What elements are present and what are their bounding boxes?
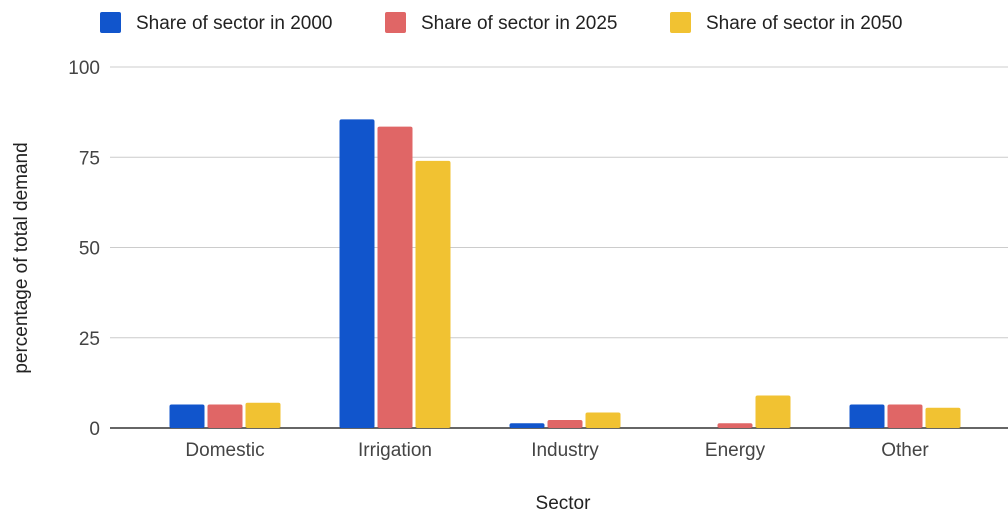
x-axis-ticks: Domestic Irrigation Industry Energy Other [185, 440, 929, 461]
x-axis-title: Sector [536, 493, 592, 514]
y-tick-label: 25 [79, 329, 100, 350]
y-axis-ticks: 0 25 50 75 100 [68, 58, 100, 440]
legend-swatch [385, 12, 406, 33]
bar-irrigation-3 [415, 160, 451, 429]
bar-domestic-1 [169, 404, 205, 428]
legend-swatch [100, 12, 121, 33]
legend-swatch [670, 12, 691, 33]
bar-other-3 [925, 407, 961, 428]
x-tick-label-irrigation: Irrigation [358, 440, 432, 461]
bars [169, 119, 961, 429]
bar-other-2 [887, 404, 923, 428]
y-tick-label: 75 [79, 148, 100, 169]
bar-energy-3 [755, 395, 791, 428]
y-tick-label: 0 [89, 419, 100, 440]
bar-other-1 [849, 404, 885, 428]
bar-irrigation-2 [377, 126, 413, 428]
bar-energy-2 [717, 423, 753, 428]
legend-label: Share of sector in 2000 [136, 13, 332, 34]
y-axis-title: percentage of total demand [11, 142, 32, 373]
bar-domestic-3 [245, 402, 281, 428]
legend-label: Share of sector in 2050 [706, 13, 902, 34]
y-tick-label: 100 [68, 58, 100, 79]
bar-industry-1 [509, 423, 545, 428]
y-tick-label: 50 [79, 239, 100, 260]
bar-irrigation-1 [339, 119, 375, 428]
x-tick-label-energy: Energy [705, 440, 766, 461]
gridlines [110, 66, 1008, 429]
bar-domestic-2 [207, 404, 243, 428]
legend-label: Share of sector in 2025 [421, 13, 617, 34]
x-tick-label-domestic: Domestic [185, 440, 264, 461]
bar-industry-3 [585, 412, 621, 428]
x-tick-label-other: Other [881, 440, 929, 461]
legend: Share of sector in 2000 Share of sector i… [100, 12, 902, 34]
x-tick-label-industry: Industry [531, 440, 599, 461]
bar-industry-2 [547, 420, 583, 428]
